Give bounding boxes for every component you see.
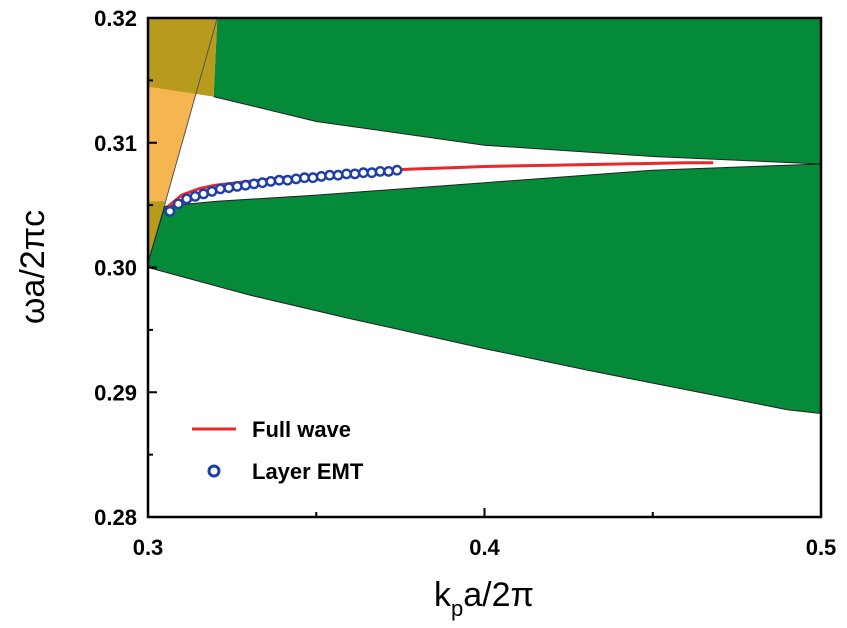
layer-emt-point [256,177,268,189]
y-tick-label: 0.32 [94,6,137,31]
x-axis-title-subscript: p [451,596,463,621]
x-tick-label: 0.3 [133,535,164,560]
legend-layer-emt-label: Layer EMT [252,459,364,484]
layer-emt-point [248,178,260,190]
layer-emt-point [315,170,327,182]
legend-layer-emt-marker [207,464,221,478]
layer-emt-point [181,193,193,205]
legend: Full wave Layer EMT [192,417,364,484]
layer-emt-point [189,190,201,202]
lower-band-lower-edge [148,267,821,414]
layer-emt-point [341,168,352,180]
band-regions [148,18,821,414]
layer-emt-point [307,172,319,184]
layer-emt-point [324,169,336,181]
lower-band-upper-edge [148,163,821,263]
axis-ticks: 0.3 0.4 0.5 0.28 0.29 0.30 0.31 0.32 [94,6,836,560]
x-tick-label: 0.4 [469,535,500,560]
layer-emt-point [299,172,310,184]
x-tick-label: 0.5 [806,535,837,560]
upper-band-region [213,18,821,164]
y-tick-label: 0.30 [94,256,137,281]
y-tick-label: 0.31 [94,131,137,156]
lower-band-region [148,164,821,414]
layer-emt-point [366,167,378,179]
layer-emt-point [374,165,386,177]
layer-emt-point [332,169,344,181]
layer-emt-point [391,164,403,176]
layer-emt-point [349,168,361,180]
y-tick-label: 0.29 [94,380,137,405]
y-tick-label: 0.28 [94,505,137,530]
layer-emt-point [206,185,218,197]
light-cone-band-overlap-upper [148,18,218,97]
layer-emt-point [240,179,252,191]
series-layer [164,161,714,217]
layer-emt-point [214,183,226,195]
layer-emt-point [172,198,184,210]
layer-emt-point [357,167,369,179]
legend-full-wave-label: Full wave [252,417,351,442]
layer-emt-point [223,182,235,194]
layer-emt-point [164,205,176,217]
layer-emt-point [273,174,285,186]
y-axis-title: ωa/2πc [14,210,52,324]
x-axis-title: kpa/2π [434,576,534,621]
layer-emt-point [282,174,293,186]
layer-emt-point [198,188,209,200]
upper-band-edge [213,96,821,165]
layer-emt-point [290,173,302,185]
layer-emt-point [383,165,394,177]
layer-emt-point [265,175,277,187]
layer-emt-point [231,180,243,192]
